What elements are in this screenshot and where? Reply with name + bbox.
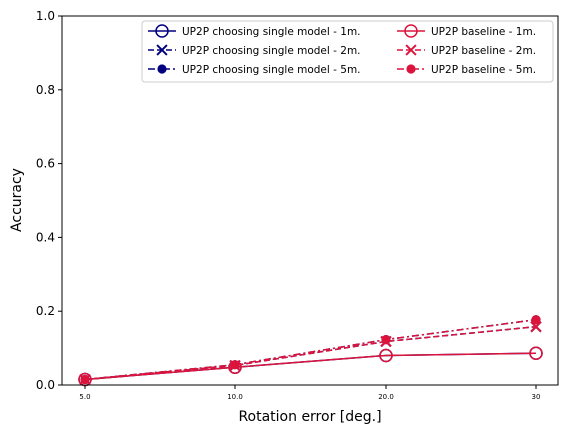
legend-label-2: UP2P choosing single model - 2m.: [182, 45, 361, 57]
series-6-point-2: [230, 360, 240, 370]
x-tick-label-1: 10.0: [227, 393, 243, 401]
x-tick-label-2: 20.0: [378, 393, 394, 401]
legend-marker-3: [157, 64, 167, 74]
series-5-point-4: [530, 321, 542, 333]
legend-label-1: UP2P choosing single model - 1m.: [182, 26, 361, 38]
series-6: [80, 315, 541, 385]
legend-marker-5: [405, 44, 417, 56]
legend-marker-6: [406, 64, 416, 74]
legend-entry-3: UP2P choosing single model - 5m.: [148, 64, 361, 76]
legend-entry-4: UP2P baseline - 1m.: [397, 24, 536, 38]
legend-entry-1: UP2P choosing single model - 1m.: [148, 24, 361, 38]
y-tick-label-1: 0.2: [36, 304, 55, 318]
legend-frame: [141, 20, 554, 83]
x-tick-label-0: 5.0: [79, 393, 90, 401]
legend-marker-2: [156, 44, 168, 56]
y-tick-label-4: 0.8: [36, 83, 55, 97]
y-axis-label: Accuracy: [9, 168, 25, 232]
legend-label-5: UP2P baseline - 2m.: [431, 45, 536, 57]
series-6-point-1: [80, 374, 90, 385]
series-5-point-4-stroke-b: [530, 321, 542, 333]
y-tick-label-5: 1.0: [36, 9, 55, 23]
series-6-point-4: [531, 315, 541, 325]
legend-label-3: UP2P choosing single model - 5m.: [182, 64, 361, 76]
plot-frame: [61, 15, 559, 386]
legend-entry-2: UP2P choosing single model - 2m.: [148, 44, 361, 57]
y-tick-label-2: 0.4: [36, 230, 55, 244]
y-tick-label-0: 0.0: [36, 378, 55, 392]
y-axis: 0.0 0.2 0.4 0.6 0.8 1.0: [36, 9, 62, 392]
x-tick-label-3: 30: [532, 393, 541, 401]
y-tick-label-3: 0.6: [36, 157, 55, 171]
x-axis: 5.0 10.0 20.0 30: [79, 385, 540, 401]
series-4-line: [84, 352, 537, 381]
legend-label-4: UP2P baseline - 1m.: [431, 26, 536, 38]
series-4-point-4: [529, 346, 543, 361]
legend-entry-5: UP2P baseline - 2m.: [397, 44, 536, 57]
legend-label-6: UP2P baseline - 5m.: [431, 64, 536, 76]
legend-marker-1: [155, 24, 169, 38]
x-axis-label: Rotation error [deg.]: [238, 409, 381, 425]
series-layer: [78, 315, 543, 387]
legend: UP2P choosing single model - 1m. UP2P cho…: [141, 20, 554, 83]
series-4-point-3: [379, 348, 393, 363]
series-6-line: [84, 318, 537, 381]
legend-marker-4: [404, 24, 418, 38]
series-6-point-3: [381, 335, 391, 345]
legend-entry-6: UP2P baseline - 5m.: [397, 64, 536, 76]
legend-marker-2-stroke-b: [156, 44, 168, 56]
legend-marker-5-stroke-b: [405, 44, 417, 56]
